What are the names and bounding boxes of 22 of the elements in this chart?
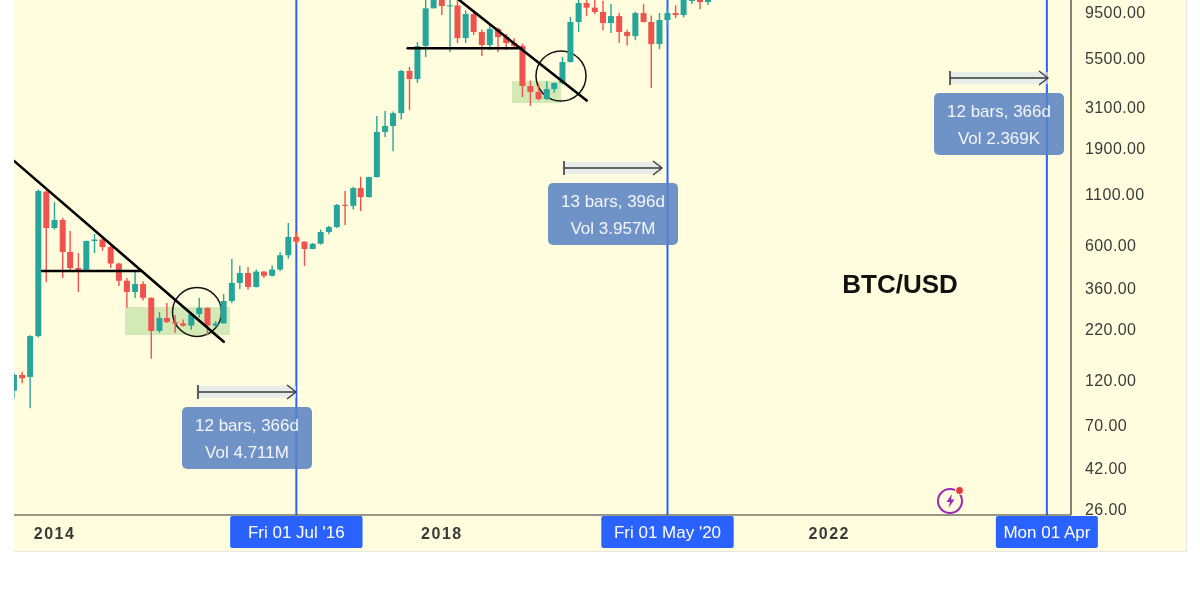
ref-line-label: Fri 01 May '20 (613, 523, 722, 542)
y-tick-label: 120.00 (1085, 372, 1137, 390)
y-tick-label: 70.00 (1085, 417, 1128, 435)
y-tick-label: 3100.00 (1085, 98, 1146, 116)
y-tick-label: 26.00 (1085, 500, 1128, 518)
y-tick-label: 5500.00 (1085, 50, 1146, 68)
y-tick-label: 9500.00 (1085, 4, 1146, 22)
annotation: 12 bars, 366d Vol 4.711M (195, 415, 299, 462)
ref-line-label: Fri 01 Jul '16 (247, 523, 345, 542)
annotation: 12 bars, 366d Vol 2.369K (947, 101, 1051, 148)
x-tick-label: 2014 (33, 525, 76, 543)
ref-line-label: Mon 01 Apr (1003, 523, 1091, 542)
annotation: 13 bars, 396d Vol 3.957M (561, 191, 665, 238)
y-tick-label: 360.00 (1085, 279, 1137, 297)
annotation: BTC/USD (842, 269, 958, 300)
y-tick-label: 1900.00 (1085, 139, 1146, 157)
y-tick-label: 42.00 (1085, 460, 1128, 478)
x-tick-label: 2022 (808, 525, 851, 543)
y-tick-label: 220.00 (1085, 321, 1137, 339)
x-tick-label: 2018 (421, 525, 463, 543)
y-tick-label: 1100.00 (1085, 185, 1145, 203)
y-tick-label: 600.00 (1085, 236, 1137, 254)
